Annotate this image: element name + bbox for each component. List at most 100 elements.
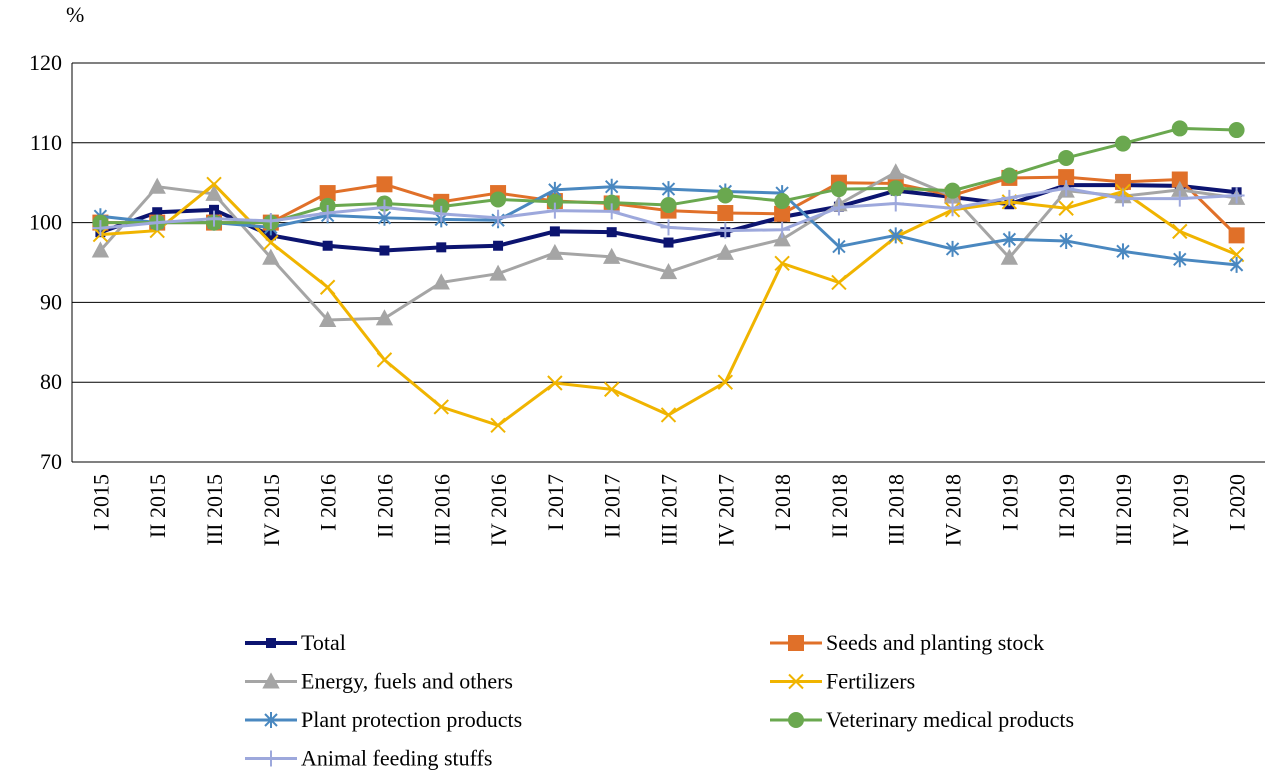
marker	[716, 243, 734, 260]
legend-label: Plant protection products	[301, 707, 522, 732]
marker	[1172, 223, 1188, 240]
marker	[944, 200, 961, 217]
marker	[546, 202, 563, 219]
marker-shape	[1001, 189, 1018, 206]
marker-shape	[206, 210, 223, 227]
marker-shape	[433, 399, 449, 415]
x-tick-label: III 2019	[1111, 474, 1136, 545]
marker-shape	[1171, 190, 1188, 207]
x-tick-label: IV 2017	[713, 474, 738, 546]
marker-shape	[318, 310, 337, 327]
x-tick-label: II 2015	[145, 474, 170, 538]
marker	[832, 238, 846, 255]
marker	[660, 407, 677, 423]
marker	[264, 712, 278, 728]
marker-shape	[1228, 227, 1245, 244]
marker	[205, 184, 223, 201]
marker	[1058, 149, 1075, 166]
marker-shape	[547, 375, 563, 391]
marker-shape	[603, 247, 621, 264]
marker-shape	[206, 176, 222, 193]
marker	[489, 264, 507, 281]
marker-shape	[319, 279, 336, 295]
legend-label: Animal feeding stuffs	[301, 746, 492, 771]
marker-shape	[91, 241, 110, 258]
x-tick-label: II 2018	[827, 474, 852, 538]
marker-shape	[604, 178, 619, 195]
marker	[376, 352, 393, 368]
marker-shape	[887, 195, 904, 212]
marker	[1001, 189, 1018, 206]
marker	[262, 213, 279, 230]
marker	[717, 205, 734, 222]
legend-label: Veterinary medical products	[826, 707, 1074, 732]
marker	[887, 163, 905, 180]
marker	[659, 262, 678, 280]
marker	[1116, 243, 1130, 260]
marker-shape	[663, 237, 674, 248]
marker	[604, 178, 619, 195]
marker-shape	[660, 197, 677, 214]
x-tick-label: II 2019	[1054, 474, 1079, 538]
marker	[262, 672, 280, 689]
marker	[262, 248, 280, 265]
marker-shape	[1058, 180, 1075, 197]
y-tick-label: 70	[40, 449, 62, 474]
marker-shape	[433, 205, 450, 222]
marker	[887, 180, 904, 197]
legend-label: Energy, fuels and others	[301, 669, 513, 694]
x-tick-label: III 2017	[657, 474, 682, 545]
marker	[660, 197, 677, 214]
marker	[206, 176, 222, 193]
marker	[773, 230, 791, 247]
x-tick-label: I 2018	[770, 474, 795, 531]
x-tick-label: II 2016	[372, 474, 397, 538]
marker-shape	[1172, 223, 1188, 240]
marker-shape	[944, 200, 961, 217]
marker-shape	[660, 407, 677, 423]
marker	[1228, 227, 1245, 244]
marker-shape	[1002, 231, 1017, 248]
marker-shape	[92, 220, 109, 237]
marker	[788, 712, 804, 728]
y-tick-label: 90	[40, 289, 62, 314]
marker	[774, 221, 791, 238]
marker-shape	[1228, 187, 1245, 204]
marker	[1001, 167, 1018, 184]
marker	[887, 195, 904, 212]
marker-shape	[263, 234, 279, 251]
marker	[717, 222, 734, 239]
marker-shape	[889, 227, 903, 244]
x-tick-label: III 2015	[202, 474, 227, 545]
y-tick-label: 100	[29, 210, 62, 235]
marker-shape	[944, 182, 961, 199]
marker	[830, 181, 847, 198]
y-tick-label: 110	[30, 130, 62, 155]
marker-shape	[788, 673, 804, 690]
marker	[1002, 231, 1017, 248]
y-tick-label: 120	[29, 50, 62, 75]
marker-shape	[432, 273, 450, 290]
marker-shape	[1000, 248, 1019, 265]
legend-label: Total	[301, 630, 346, 655]
marker-shape	[376, 199, 393, 216]
marker-shape	[546, 202, 563, 219]
marker-shape	[489, 264, 507, 281]
marker-shape	[149, 214, 166, 231]
x-tick-label: I 2019	[997, 474, 1022, 531]
x-tick-label: I 2016	[316, 474, 341, 531]
marker-shape	[1058, 200, 1074, 216]
marker	[148, 177, 166, 194]
x-tick-label: III 2018	[884, 474, 909, 545]
marker-shape	[490, 191, 507, 208]
marker	[603, 381, 620, 398]
x-tick-label: I 2015	[88, 474, 113, 531]
marker-shape	[1228, 122, 1245, 139]
marker-shape	[549, 226, 560, 237]
x-tick-label: I 2017	[543, 474, 568, 531]
x-tick-label: IV 2018	[941, 474, 966, 546]
marker	[774, 255, 790, 272]
marker	[1228, 122, 1245, 139]
marker	[831, 274, 847, 291]
